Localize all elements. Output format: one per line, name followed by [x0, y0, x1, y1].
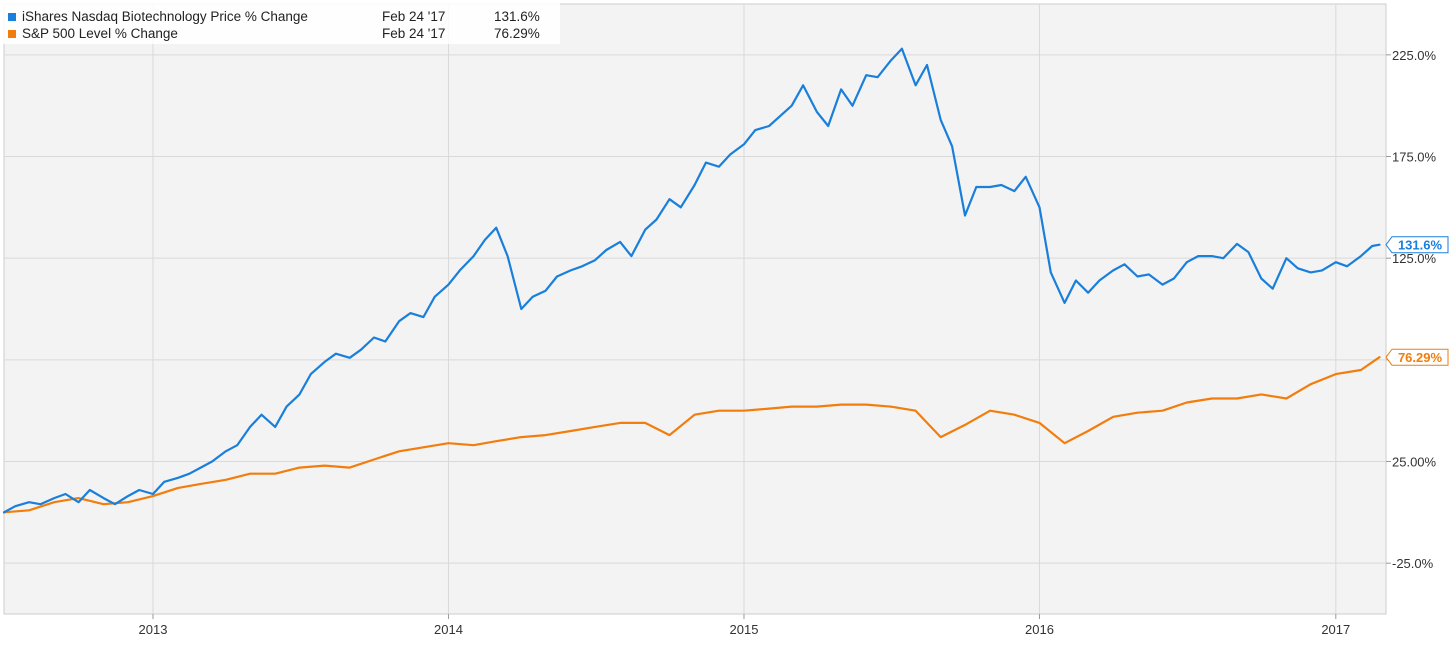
y-tick-label: 25.00%: [1392, 455, 1437, 470]
legend-date: Feb 24 '17: [382, 9, 446, 24]
series-layer: [2, 47, 1381, 514]
x-tick-label: 2016: [1025, 622, 1054, 637]
y-tick-label: 175.0%: [1392, 150, 1437, 165]
y-tick-label: -25.0%: [1392, 556, 1434, 571]
y-tick-label: 225.0%: [1392, 48, 1437, 63]
legend-series-name: iShares Nasdaq Biotechnology Price % Cha…: [22, 9, 308, 24]
y-tick-label: 125.0%: [1392, 251, 1437, 266]
x-tick-label: 2015: [730, 622, 759, 637]
end-label-box: [1385, 236, 1449, 254]
legend-value: 131.6%: [494, 9, 540, 24]
legend-value: 76.29%: [494, 26, 540, 41]
end-label-layer: 131.6% 76.29%: [1385, 236, 1449, 366]
grid-layer: [4, 4, 1386, 614]
end-label-box: [1385, 348, 1449, 366]
series-line: [2, 47, 1381, 514]
series-end-label: 76.29%: [1385, 348, 1449, 366]
x-tick-label: 2017: [1321, 622, 1350, 637]
plot-area: [3, 3, 1387, 615]
legend-swatch-sp500: [8, 30, 16, 38]
end-label-text: 76.29%: [1398, 350, 1443, 365]
x-tick-label: 2014: [434, 622, 463, 637]
series-line: [2, 356, 1381, 514]
x-tick-label: 2013: [139, 622, 168, 637]
legend-series-name: S&P 500 Level % Change: [22, 26, 178, 41]
legend-date: Feb 24 '17: [382, 26, 446, 41]
end-label-text: 131.6%: [1398, 238, 1443, 253]
legend: iShares Nasdaq Biotechnology Price % Cha…: [0, 0, 560, 44]
legend-swatch-biotech: [8, 13, 16, 21]
series-end-label: 131.6%: [1385, 236, 1449, 254]
